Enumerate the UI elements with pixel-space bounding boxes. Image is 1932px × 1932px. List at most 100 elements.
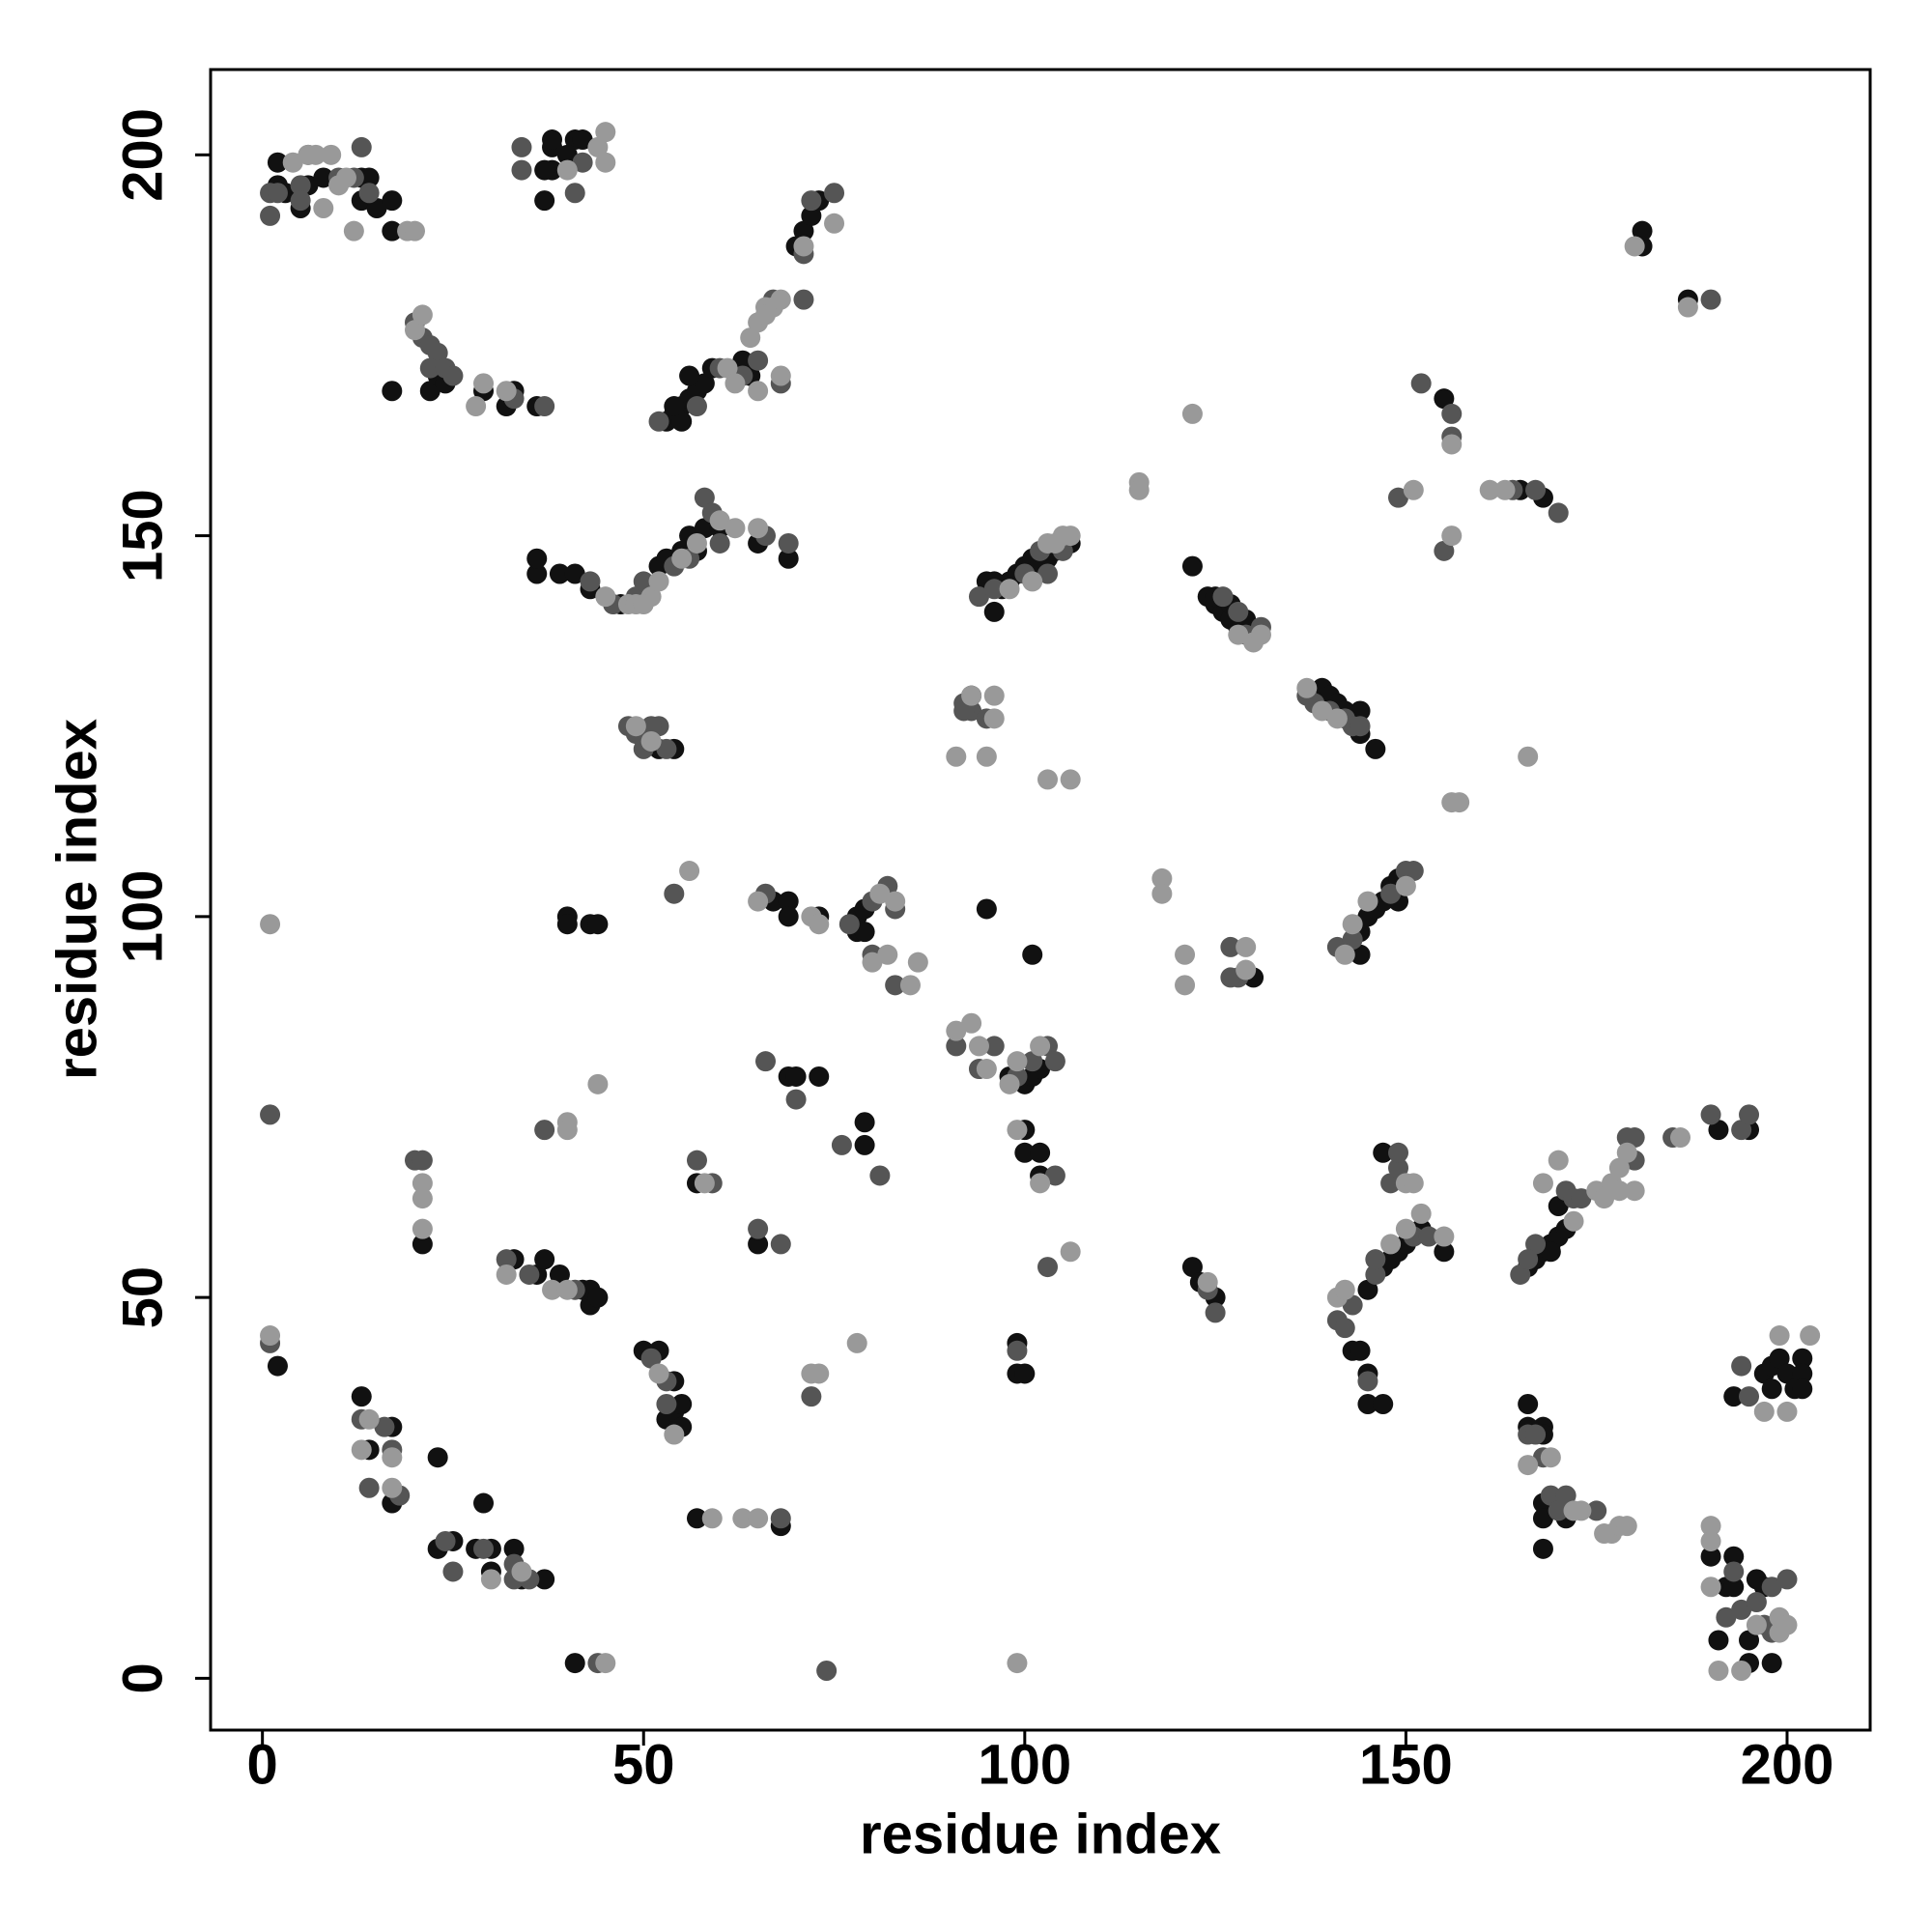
point bbox=[1624, 1180, 1645, 1202]
point bbox=[1632, 220, 1653, 242]
point bbox=[556, 914, 578, 935]
point bbox=[1700, 1546, 1721, 1567]
point bbox=[442, 365, 464, 386]
point bbox=[1236, 936, 1257, 957]
point bbox=[1769, 1348, 1790, 1369]
point bbox=[717, 357, 738, 379]
point bbox=[838, 914, 860, 935]
point bbox=[260, 1325, 281, 1347]
point bbox=[1228, 624, 1249, 645]
point bbox=[1044, 532, 1065, 554]
point bbox=[1761, 1378, 1782, 1400]
point bbox=[1388, 1157, 1409, 1179]
point bbox=[983, 1036, 1005, 1057]
point bbox=[1380, 1234, 1402, 1255]
point bbox=[473, 1492, 495, 1514]
point bbox=[1388, 1142, 1409, 1163]
point bbox=[1700, 1577, 1721, 1598]
x-tick-label: 150 bbox=[1359, 1733, 1453, 1796]
point bbox=[419, 381, 440, 402]
point bbox=[640, 716, 662, 737]
point bbox=[496, 1264, 517, 1285]
point bbox=[824, 213, 845, 234]
point bbox=[664, 883, 685, 904]
point bbox=[473, 373, 495, 394]
point bbox=[854, 922, 875, 943]
point bbox=[1792, 1363, 1813, 1384]
point bbox=[1769, 1325, 1790, 1347]
point bbox=[595, 122, 616, 143]
point bbox=[1532, 1173, 1553, 1194]
point bbox=[1060, 769, 1081, 790]
point bbox=[404, 320, 425, 341]
point bbox=[1761, 1577, 1782, 1598]
point bbox=[1540, 1447, 1561, 1468]
point bbox=[633, 594, 654, 615]
point bbox=[999, 579, 1020, 600]
point bbox=[679, 365, 700, 386]
point bbox=[1014, 1142, 1036, 1163]
point bbox=[556, 159, 578, 181]
point bbox=[1594, 1188, 1615, 1209]
point bbox=[1030, 1173, 1051, 1194]
point bbox=[648, 1363, 669, 1384]
point bbox=[1236, 959, 1257, 980]
point bbox=[648, 571, 669, 592]
point bbox=[1044, 1051, 1065, 1072]
point bbox=[869, 1165, 891, 1186]
point bbox=[732, 1508, 753, 1529]
point bbox=[976, 746, 997, 767]
point bbox=[549, 1264, 570, 1285]
points-layer bbox=[260, 122, 1821, 1681]
point bbox=[946, 1036, 967, 1057]
point bbox=[1296, 677, 1318, 698]
point bbox=[1586, 1500, 1607, 1521]
point bbox=[1365, 1264, 1386, 1285]
point bbox=[358, 167, 380, 188]
point bbox=[526, 563, 548, 584]
point bbox=[1365, 1249, 1386, 1270]
point bbox=[748, 350, 769, 371]
point bbox=[1616, 1516, 1637, 1537]
point bbox=[953, 700, 975, 722]
point bbox=[961, 1012, 982, 1034]
point bbox=[556, 144, 578, 165]
point bbox=[1700, 1104, 1721, 1125]
point bbox=[671, 548, 693, 569]
point bbox=[885, 975, 906, 996]
point bbox=[1434, 1226, 1455, 1247]
point bbox=[1776, 1401, 1798, 1422]
point bbox=[1746, 1592, 1767, 1613]
point bbox=[511, 159, 532, 181]
point bbox=[1700, 289, 1721, 310]
point bbox=[358, 183, 380, 204]
point bbox=[748, 1234, 769, 1255]
point bbox=[1792, 1378, 1813, 1400]
point bbox=[801, 1386, 822, 1407]
point bbox=[785, 1065, 807, 1087]
point bbox=[1677, 297, 1698, 318]
point bbox=[1181, 403, 1203, 424]
point bbox=[580, 571, 601, 592]
point bbox=[1525, 1234, 1547, 1255]
point bbox=[1418, 1226, 1439, 1247]
point bbox=[724, 373, 746, 394]
point bbox=[290, 175, 311, 196]
y-tick-label: 50 bbox=[111, 1266, 174, 1329]
x-tick-label: 100 bbox=[978, 1733, 1071, 1796]
point bbox=[1731, 1120, 1752, 1141]
point bbox=[1700, 1516, 1721, 1537]
point bbox=[1403, 861, 1424, 882]
point bbox=[534, 1120, 555, 1141]
point bbox=[816, 1660, 838, 1681]
point bbox=[748, 891, 769, 912]
point bbox=[694, 487, 715, 508]
point bbox=[809, 1363, 830, 1384]
point bbox=[419, 357, 440, 379]
point bbox=[1739, 1630, 1760, 1651]
point bbox=[374, 1416, 395, 1437]
point bbox=[1373, 1394, 1394, 1415]
point bbox=[732, 350, 753, 371]
point bbox=[854, 1134, 875, 1155]
point bbox=[824, 183, 845, 204]
